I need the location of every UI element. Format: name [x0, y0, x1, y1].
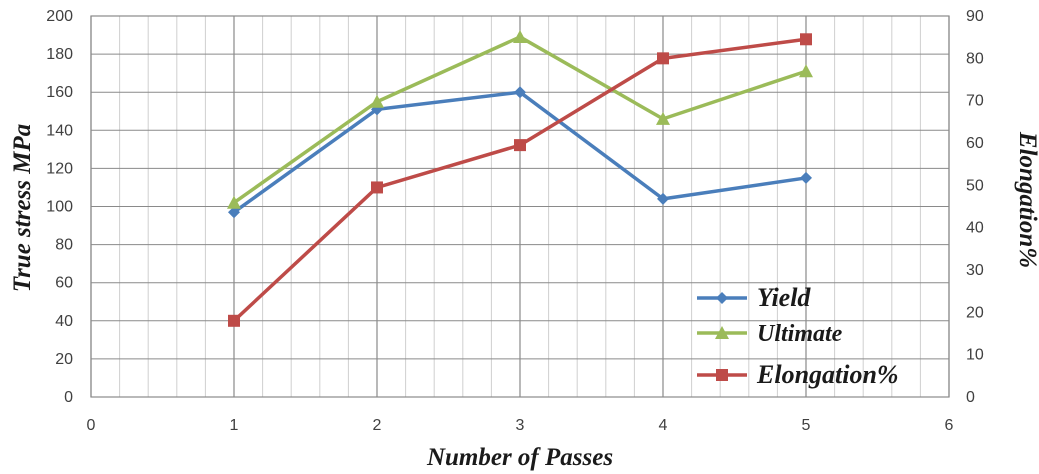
y-left-tick-label: 40	[55, 313, 73, 330]
right-axis-ticks: 0 10 20 30 40 50 60 70 80 90	[966, 8, 984, 406]
data-point-ultimate	[227, 195, 241, 209]
left-axis-title: True stress MPa	[9, 124, 36, 293]
data-point-elongation	[514, 139, 526, 152]
y-right-tick-label: 80	[966, 50, 984, 67]
y-left-tick-label: 0	[64, 389, 73, 406]
data-point-elongation	[228, 314, 240, 327]
y-left-tick-label: 140	[46, 122, 73, 139]
y-left-tick-label: 200	[46, 8, 73, 25]
y-right-tick-label: 40	[966, 220, 984, 237]
x-tick-label: 3	[516, 417, 525, 434]
y-right-tick-label: 50	[966, 177, 984, 194]
legend-label-ultimate: Ultimate	[757, 321, 843, 347]
series-layer	[227, 29, 813, 327]
left-axis-ticks: 0 20 40 60 80 100 120 140 160 180 200	[46, 8, 73, 406]
legend-marker-elongation	[716, 369, 728, 381]
legend-marker-ultimate	[715, 326, 729, 339]
y-right-tick-label: 90	[966, 8, 984, 25]
data-point-elongation	[371, 181, 383, 194]
plot-area-border	[90, 15, 950, 398]
data-point-yield	[228, 206, 240, 219]
data-point-yield	[657, 192, 669, 205]
x-tick-label: 6	[945, 417, 954, 434]
x-tick-label: 1	[230, 417, 239, 434]
x-tick-label: 2	[373, 417, 382, 434]
x-tick-label: 0	[87, 417, 96, 434]
data-point-ultimate	[370, 94, 384, 108]
legend: Yield Ultimate Elongation%	[697, 283, 899, 389]
y-right-tick-label: 20	[966, 304, 984, 321]
x-axis-title: Number of Passes	[426, 444, 613, 471]
y-right-tick-label: 0	[966, 389, 975, 406]
right-axis-title: Elongation%	[1014, 131, 1039, 268]
data-point-elongation	[800, 33, 812, 46]
data-point-yield	[800, 171, 812, 184]
legend-label-yield: Yield	[757, 283, 811, 312]
y-right-tick-label: 60	[966, 135, 984, 152]
legend-label-elongation: Elongation%	[756, 360, 899, 389]
y-right-tick-label: 70	[966, 93, 984, 110]
y-left-tick-label: 100	[46, 199, 73, 216]
y-left-tick-label: 180	[46, 46, 73, 63]
data-point-ultimate	[513, 29, 527, 43]
data-point-yield	[514, 86, 526, 99]
x-axis-ticks: 0 1 2 3 4 5 6	[87, 417, 954, 434]
y-left-tick-label: 60	[55, 275, 73, 292]
y-left-tick-label: 20	[55, 351, 73, 368]
x-tick-label: 4	[659, 417, 668, 434]
y-left-tick-label: 160	[46, 84, 73, 101]
legend-marker-yield	[716, 292, 728, 304]
y-left-tick-label: 120	[46, 160, 73, 177]
y-left-tick-label: 80	[55, 237, 73, 254]
x-tick-label: 5	[802, 417, 811, 434]
data-point-ultimate	[799, 64, 813, 78]
data-point-ultimate	[656, 111, 670, 125]
data-point-elongation	[657, 52, 669, 65]
y-right-tick-label: 30	[966, 262, 984, 279]
y-right-tick-label: 10	[966, 347, 984, 364]
